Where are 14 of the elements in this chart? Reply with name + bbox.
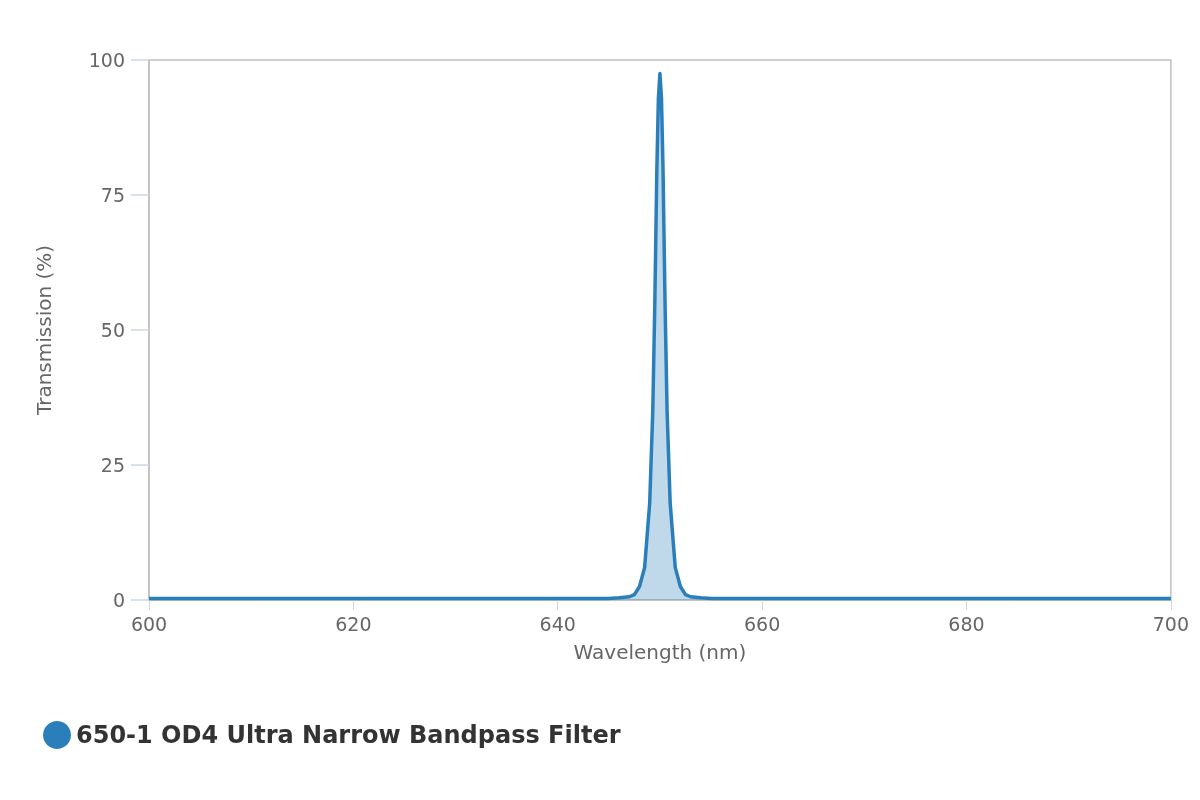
x-tick-label: 620 (335, 612, 372, 635)
y-tick-label: 0 (112, 589, 125, 611)
y-axis-title: Transmission (%) (32, 244, 56, 417)
legend-label: 650-1 OD4 Ultra Narrow Bandpass Filter (76, 721, 621, 749)
y-tick-label: 100 (88, 49, 125, 71)
x-tick-label: 680 (948, 612, 985, 635)
x-tick-label: 640 (539, 612, 576, 635)
x-tick-label: 600 (130, 612, 168, 635)
y-tick-label: 50 (100, 319, 125, 341)
x-axis-title: Wavelength (nm) (573, 640, 747, 664)
x-tick-label: 660 (743, 612, 781, 635)
y-tick-label: 75 (100, 184, 125, 206)
x-tick-label: 700 (1152, 612, 1189, 635)
y-tick-label: 25 (100, 454, 125, 476)
